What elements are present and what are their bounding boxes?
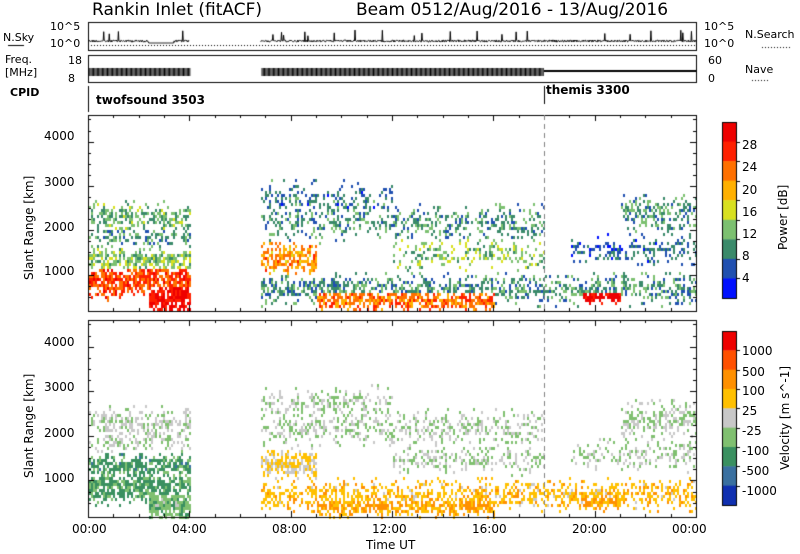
power-ytick-2000: 2000 [44, 220, 75, 234]
nsearch-tick-top: 10^5 [704, 20, 735, 33]
freq-unit-label: [MHz] [5, 66, 38, 79]
velocity-cb-label: Velocity [m s^-1] [778, 365, 792, 470]
cpid-mode-1: twofsound 3503 [96, 93, 205, 107]
nave-label: Nave [745, 63, 774, 76]
xtick-6: 00:00 [672, 522, 707, 536]
power-cb-tick-12: 12 [742, 227, 758, 241]
vel-cb-tick-m500: -500 [742, 464, 770, 478]
power-cb-tick-28: 28 [742, 138, 758, 152]
plot-title: Rankin Inlet (fitACF) [92, 0, 263, 20]
nsky-label: N.Sky [3, 31, 35, 44]
nsearch-tick-bottom: 10^0 [704, 37, 735, 50]
power-ytick-4000: 4000 [44, 129, 75, 143]
power-cb-tick-8: 8 [742, 249, 750, 263]
nsearch-label: N.Search [745, 28, 795, 41]
power-cb-tick-20: 20 [742, 183, 758, 197]
xtick-3: 12:00 [372, 522, 407, 536]
freq-label: Freq. [5, 53, 33, 66]
power-cb-label: Power [dB] [776, 184, 790, 250]
velocity-ytick-3000: 3000 [44, 380, 75, 394]
velocity-ylabel: Slant Range [km] [22, 373, 36, 478]
date-range: 12/Aug/2016 - 13/Aug/2016 [432, 0, 669, 20]
nsky-tick-bottom: 10^0 [50, 37, 81, 50]
freq-tick-bottom: 8 [68, 72, 75, 85]
xtick-0: 00:00 [72, 522, 107, 536]
vel-cb-tick-500: 500 [742, 365, 765, 379]
vel-cb-tick-100: 100 [742, 384, 765, 398]
vel-cb-tick-m1000: -1000 [742, 484, 777, 498]
power-ylabel: Slant Range [km] [22, 175, 36, 280]
velocity-ytick-2000: 2000 [44, 426, 75, 440]
vel-cb-tick-1000: 1000 [742, 344, 773, 358]
xtick-2: 08:00 [272, 522, 307, 536]
xtick-5: 20:00 [572, 522, 607, 536]
cpid-mode-2: themis 3300 [546, 83, 630, 97]
vel-cb-tick-m25: -25 [742, 424, 762, 438]
power-ytick-1000: 1000 [44, 264, 75, 278]
cpid-label: CPID [10, 86, 40, 99]
nsky-tick-top: 10^5 [50, 20, 81, 33]
beam-label: Beam 05 [356, 0, 433, 20]
xlabel: Time UT [366, 538, 416, 552]
xtick-4: 16:00 [472, 522, 507, 536]
velocity-ytick-4000: 4000 [44, 335, 75, 349]
vel-cb-tick-m100: -100 [742, 444, 770, 458]
power-cb-tick-24: 24 [742, 160, 758, 174]
power-cb-tick-16: 16 [742, 205, 758, 219]
vel-cb-tick-25: 25 [742, 404, 758, 418]
nave-tick-bottom: 0 [708, 72, 715, 85]
freq-tick-top: 18 [68, 54, 82, 67]
power-cb-tick-4: 4 [742, 271, 750, 285]
xtick-1: 04:00 [172, 522, 207, 536]
velocity-ytick-1000: 1000 [44, 471, 75, 485]
nave-tick-top: 60 [708, 54, 722, 67]
power-ytick-3000: 3000 [44, 175, 75, 189]
